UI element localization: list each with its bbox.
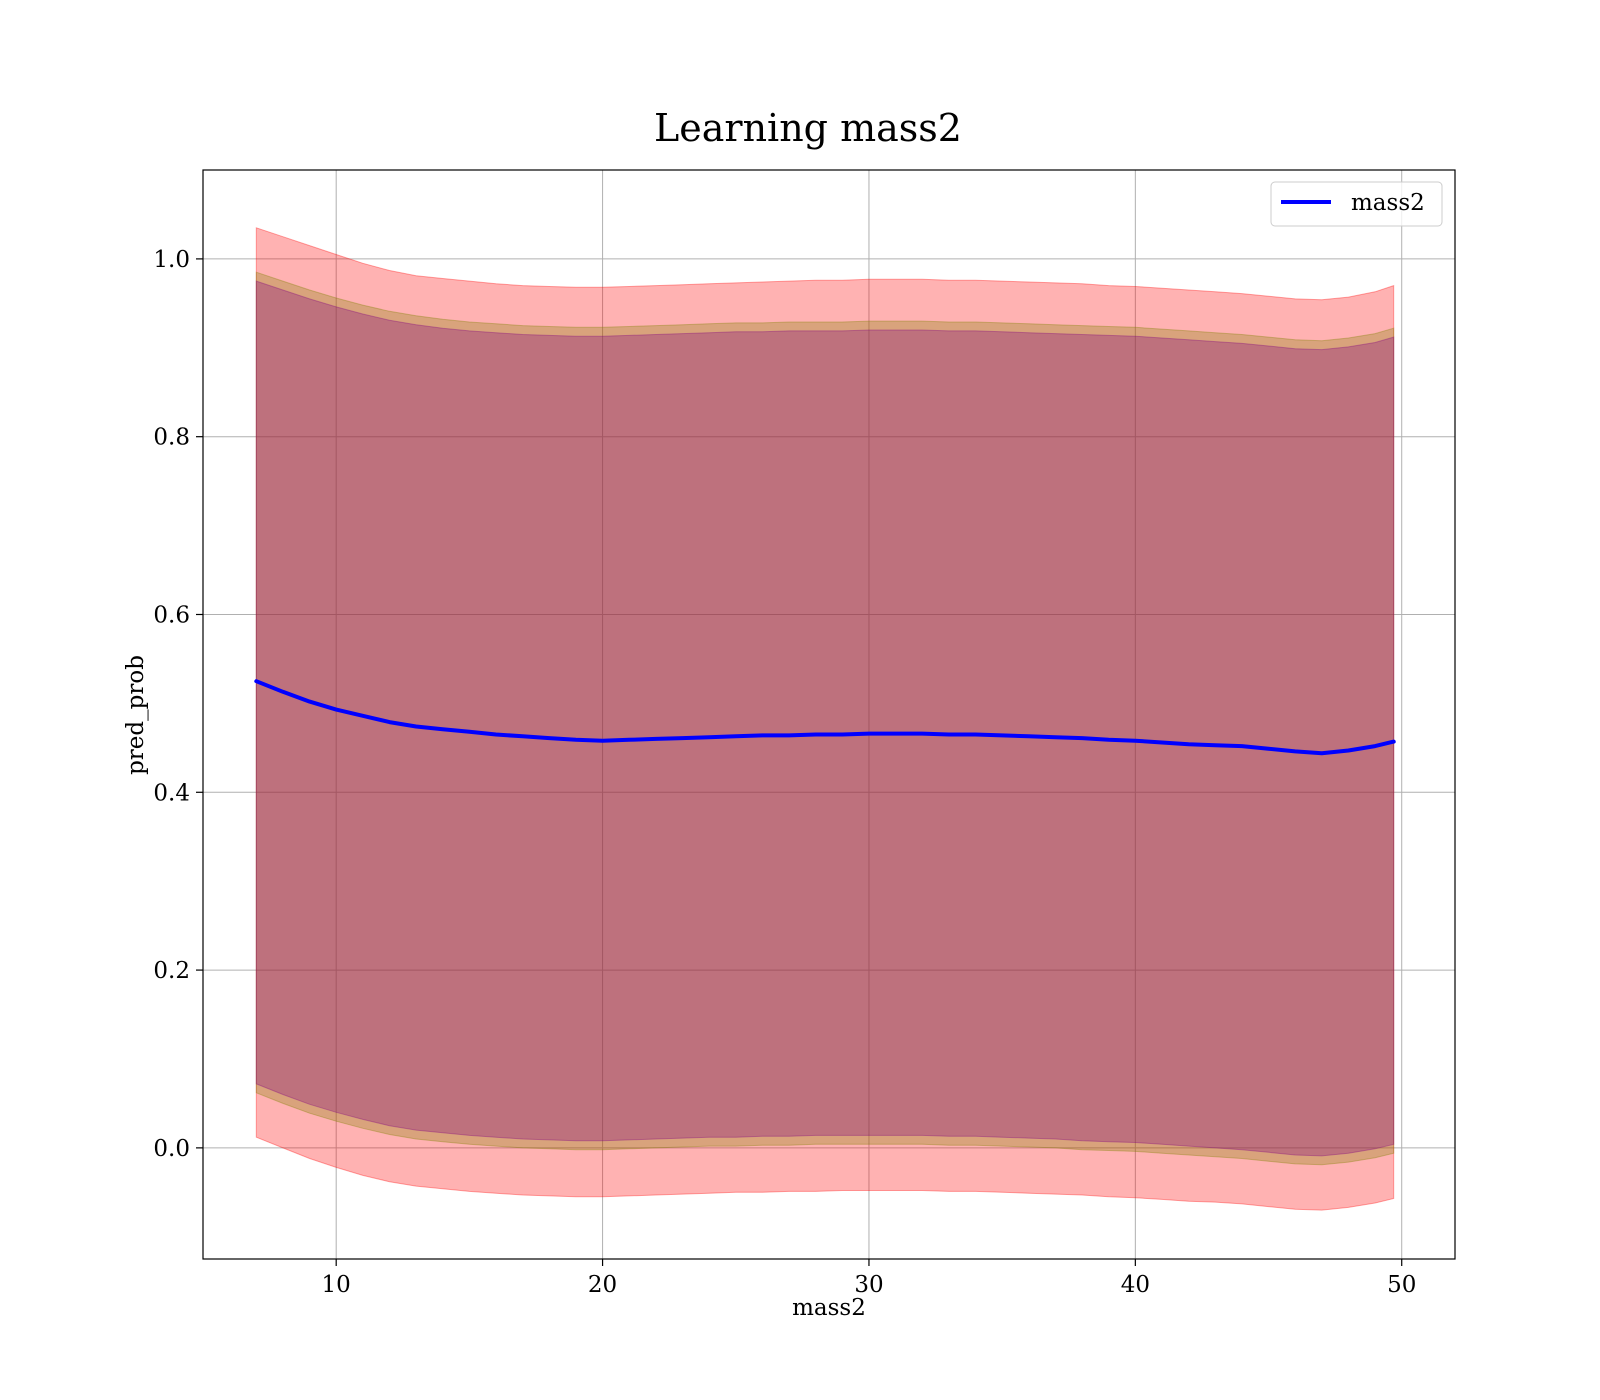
x-axis-ticks: 10 20 30 40 50 (322, 1259, 1416, 1298)
x-tick-label: 20 (588, 1272, 617, 1298)
y-tick-label: 0.8 (153, 425, 190, 451)
x-tick-label: 40 (1121, 1272, 1150, 1298)
grid (203, 170, 1455, 1259)
plot-frame (202, 169, 1456, 1260)
x-axis-label: mass2 (792, 1295, 866, 1321)
x-tick-label: 30 (854, 1272, 883, 1298)
legend-box (1270, 181, 1443, 227)
chart-title: Learning mass2 (654, 106, 962, 150)
confidence-band-2 (255, 280, 1395, 1157)
series-lines (254, 679, 1396, 756)
y-axis-label: pred_prob (123, 655, 149, 775)
y-tick-label: 0.6 (153, 602, 190, 628)
y-axis-ticks: 0.0 0.2 0.4 0.6 0.8 1.0 (153, 247, 203, 1162)
y-tick-label: 0.4 (153, 780, 190, 806)
legend-label-mass2: mass2 (1351, 190, 1425, 216)
confidence-band-1 (255, 271, 1395, 1166)
y-tick-label: 0.0 (153, 1136, 190, 1162)
series-line-mass2 (254, 679, 1396, 756)
x-tick-label: 10 (322, 1272, 351, 1298)
y-tick-label: 1.0 (153, 247, 190, 273)
y-tick-label: 0.2 (153, 958, 190, 984)
x-tick-label: 50 (1387, 1272, 1416, 1298)
confidence-bands (255, 227, 1395, 1211)
legend: mass2 (1270, 181, 1443, 227)
confidence-band-0 (255, 227, 1395, 1211)
